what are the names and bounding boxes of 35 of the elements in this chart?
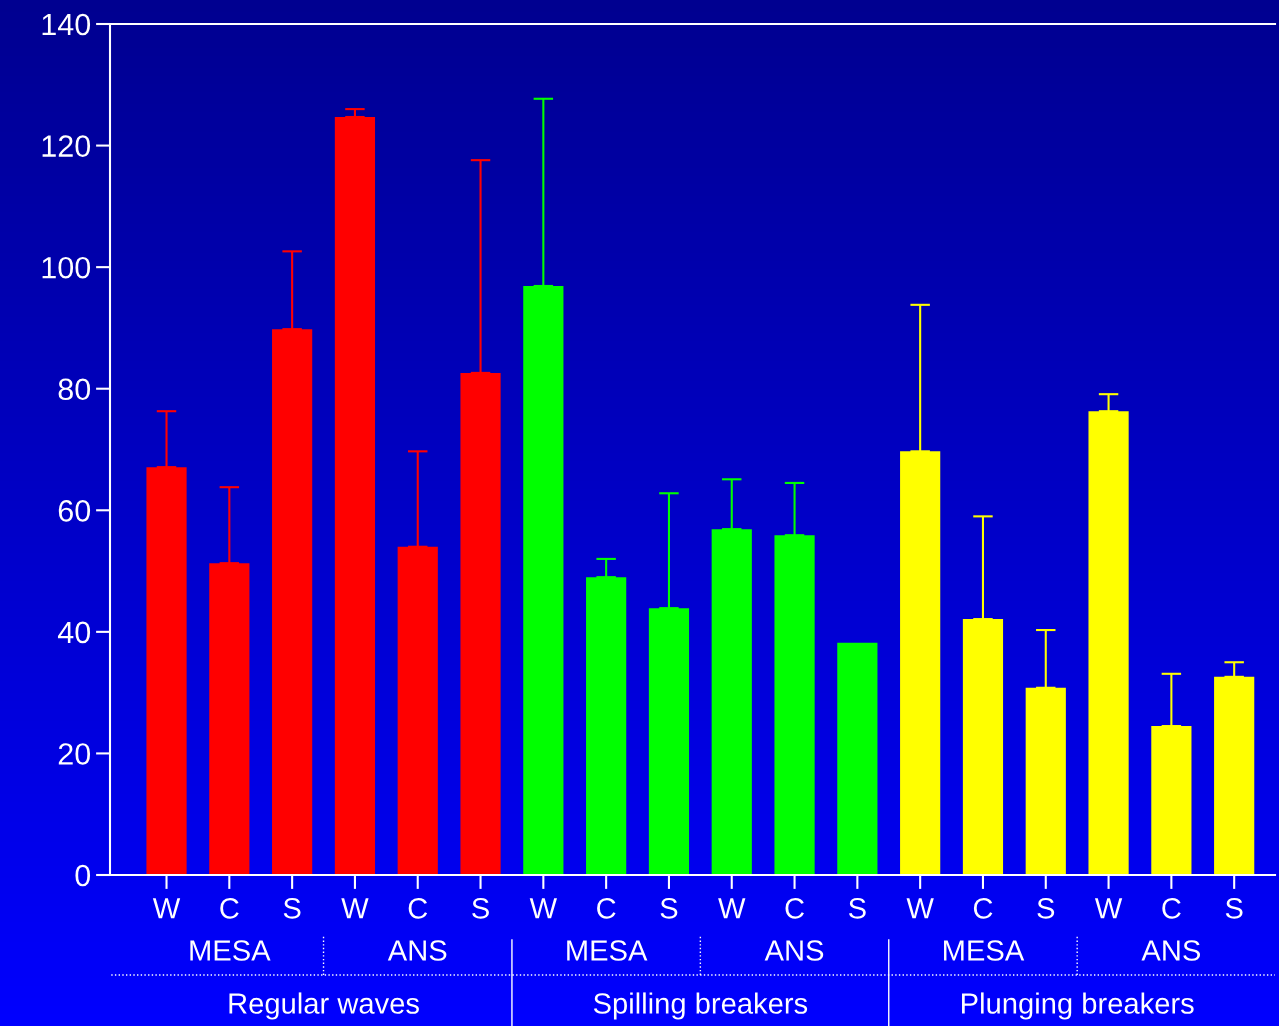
x-tick-label: S — [660, 897, 678, 919]
y-tick-label: 120 — [42, 135, 91, 157]
x-tick-label: W — [906, 898, 934, 919]
text: Spilling breakers — [593, 992, 808, 1020]
y-tick-label: 60 — [58, 500, 91, 522]
x-tick-label: W — [718, 898, 746, 919]
y-tick-label: 0 — [75, 864, 91, 887]
text: ANS — [387, 940, 447, 961]
x-tick-label: W — [529, 898, 558, 919]
x-tick-label: C — [220, 897, 239, 919]
text: Plunging breakers — [962, 992, 1194, 1020]
y-tick-label: 140 — [42, 13, 91, 36]
x-tick-label: C — [1162, 897, 1181, 919]
x-tick-label: S — [848, 897, 866, 919]
x-tick-label: C — [973, 897, 993, 919]
y-tick-label: 100 — [42, 256, 91, 279]
x-tick-label: C — [597, 897, 616, 919]
text: ANS — [1141, 940, 1201, 961]
x-tick-label: S — [283, 897, 301, 919]
x-tick-label: S — [1037, 897, 1055, 919]
x-tick-label: S — [472, 897, 489, 919]
x-tick-label: C — [785, 897, 804, 919]
text: MESA — [944, 940, 1025, 961]
text: MESA — [567, 940, 648, 961]
x-tick-label: W — [152, 898, 181, 919]
x-tick-label: W — [1094, 898, 1123, 919]
text: Regular waves — [229, 992, 419, 1020]
text: ANS — [764, 940, 824, 961]
x-tick-label: W — [341, 898, 369, 919]
x-tick-label: S — [1225, 897, 1243, 919]
y-tick-label: 40 — [57, 621, 91, 644]
y-tick-label: 20 — [58, 743, 91, 765]
y-tick-label: 80 — [58, 378, 91, 401]
text: MESA — [190, 940, 271, 961]
x-tick-label: C — [408, 897, 428, 919]
